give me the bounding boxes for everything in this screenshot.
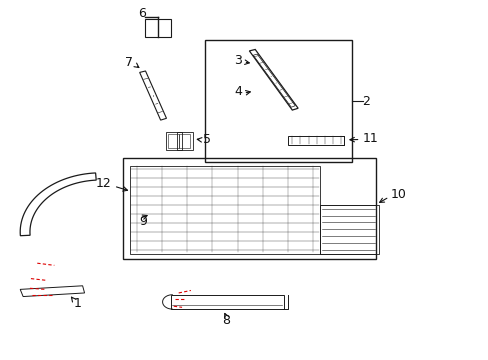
Text: 6: 6 <box>138 8 146 21</box>
Text: 11: 11 <box>362 132 378 145</box>
Text: 1: 1 <box>74 297 81 310</box>
Bar <box>168 134 179 148</box>
Text: 5: 5 <box>203 133 211 146</box>
Bar <box>288 135 344 145</box>
Text: 3: 3 <box>234 54 242 67</box>
Bar <box>171 295 283 309</box>
Bar <box>122 158 375 259</box>
Bar <box>144 19 170 37</box>
Text: 12: 12 <box>96 177 112 190</box>
Bar <box>179 134 189 148</box>
Text: 2: 2 <box>362 95 369 108</box>
Text: 7: 7 <box>125 56 133 69</box>
Bar <box>205 40 351 162</box>
Bar <box>130 166 320 253</box>
Bar <box>166 132 182 149</box>
Text: 10: 10 <box>390 188 406 201</box>
Text: 9: 9 <box>140 215 147 229</box>
Bar <box>320 205 375 253</box>
Text: 4: 4 <box>234 85 242 98</box>
Bar <box>177 132 192 149</box>
Text: 8: 8 <box>222 314 230 327</box>
